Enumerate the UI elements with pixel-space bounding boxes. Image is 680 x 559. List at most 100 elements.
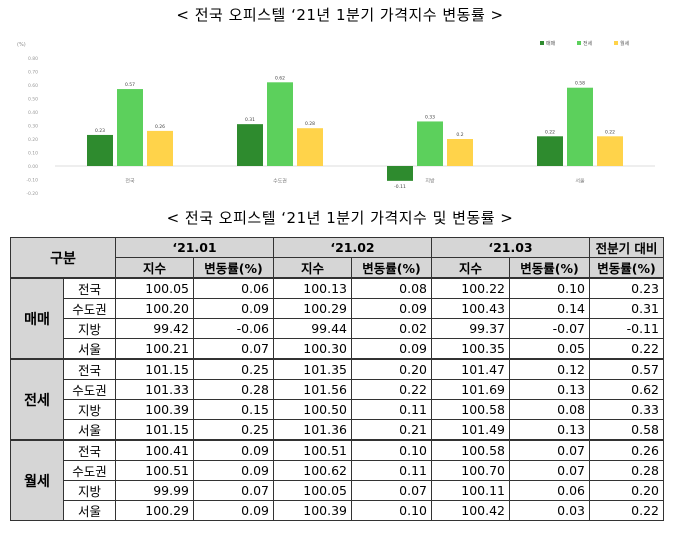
header-rate: 변동률(%) (351, 257, 432, 279)
y-tick-label: 0.70 (28, 70, 38, 76)
table-row: 수도권 101.33 0.28 101.56 0.22 101.69 0.13 0.62 (11, 379, 664, 400)
table-row: 지방 99.99 0.07 100.05 0.07 100.11 0.06 0.20 (11, 480, 664, 501)
cell-index: 100.50 (273, 399, 352, 420)
table-row: 수도권 100.51 0.09 100.62 0.11 100.70 0.07 0.28 (11, 460, 664, 481)
cell-quarter-change: 0.22 (589, 338, 664, 360)
row-region: 지방 (63, 399, 116, 420)
cell-rate: 0.22 (351, 379, 432, 400)
cell-rate: 0.06 (193, 277, 274, 299)
cell-index: 99.44 (273, 318, 352, 339)
cell-index: 100.58 (431, 399, 510, 420)
cell-index: 101.56 (273, 379, 352, 400)
bar-월세-서울 (597, 136, 623, 166)
header-index: 지수 (431, 257, 510, 279)
bar-매매-수도권 (237, 124, 263, 166)
y-tick-label: 0.80 (28, 56, 38, 62)
cell-rate: 0.08 (351, 277, 432, 299)
cell-quarter-change: 0.26 (589, 439, 664, 461)
table-row: 서울 101.15 0.25 101.36 0.21 101.49 0.13 0.58 (11, 419, 664, 441)
cell-rate: 0.09 (193, 298, 274, 319)
y-tick-label: 0.10 (28, 151, 38, 157)
cell-rate: 0.06 (509, 480, 590, 501)
bar-매매-지방 (387, 166, 413, 181)
data-label: 0.31 (245, 117, 255, 123)
data-label: 0.62 (275, 75, 285, 81)
cell-index: 101.47 (431, 358, 510, 380)
cell-index: 100.20 (115, 298, 194, 319)
table-row: 매매 전국 100.05 0.06 100.13 0.08 100.22 0.10 0.23 (10, 277, 664, 360)
table-row: 지방 100.39 0.15 100.50 0.11 100.58 0.08 0.33 (11, 399, 664, 420)
cell-index: 101.15 (115, 358, 194, 380)
cell-quarter-change: 0.28 (589, 460, 664, 481)
cell-index: 100.13 (273, 277, 352, 299)
cell-rate: 0.10 (351, 500, 432, 521)
table-row: 서울 100.21 0.07 100.30 0.09 100.35 0.05 0.22 (11, 338, 664, 360)
cell-rate: 0.09 (193, 439, 274, 461)
cell-index: 100.43 (431, 298, 510, 319)
cell-index: 100.11 (431, 480, 510, 501)
cell-rate: 0.10 (351, 439, 432, 461)
cell-rate: 0.21 (351, 419, 432, 441)
cell-index: 100.29 (273, 298, 352, 319)
header-category: 구분 (10, 237, 116, 279)
data-label: 0.28 (305, 121, 315, 127)
table-title: < 전국 오피스텔 ‘21년 1분기 가격지수 및 변동률 > (166, 209, 514, 227)
cell-index: 101.69 (431, 379, 510, 400)
cell-index: 100.35 (431, 338, 510, 360)
header-index: 지수 (115, 257, 194, 279)
y-tick-label: 0.30 (28, 124, 38, 130)
header-index: 지수 (273, 257, 352, 279)
bar-전세-서울 (567, 87, 593, 166)
data-label: 0.22 (545, 129, 555, 135)
header-rate: 변동률(%) (589, 257, 664, 279)
legend-swatch-월세 (614, 41, 618, 45)
row-region: 수도권 (63, 460, 116, 481)
cell-index: 100.51 (273, 439, 352, 461)
header-period: ‘21.02 (273, 237, 432, 258)
cell-quarter-change: 0.62 (589, 379, 664, 400)
row-region: 서울 (63, 500, 116, 521)
cell-index: 100.30 (273, 338, 352, 360)
x-category-label: 지방 (425, 177, 435, 184)
cell-index: 100.39 (115, 399, 194, 420)
bar-월세-지방 (447, 139, 473, 166)
legend-entry: 매매 (546, 40, 556, 47)
row-region: 전국 (63, 439, 116, 461)
bar-전세-전국 (117, 89, 143, 166)
data-label: 0.2 (456, 132, 463, 138)
cell-rate: 0.13 (509, 419, 590, 441)
header-rate: 변동률(%) (509, 257, 590, 279)
bar-chart: (%) 0.80 0.70 0.60 0.50 0.40 0.30 0.20 0.10 0.00 -… (17, 40, 655, 197)
y-axis-unit-label: (%) (17, 42, 26, 48)
cell-index: 100.05 (115, 277, 194, 299)
cell-rate: 0.05 (509, 338, 590, 360)
cell-index: 101.35 (273, 358, 352, 380)
cell-rate: 0.15 (193, 399, 274, 420)
data-label: 0.22 (605, 129, 615, 135)
row-region: 수도권 (63, 298, 116, 319)
legend-swatch-전세 (577, 41, 581, 45)
cell-index: 100.41 (115, 439, 194, 461)
bar-월세-전국 (147, 130, 173, 166)
cell-rate: 0.08 (509, 399, 590, 420)
legend-entry: 월세 (620, 40, 630, 47)
cell-rate: 0.07 (509, 439, 590, 461)
bar-매매-서울 (537, 136, 563, 166)
y-tick-label: 0.00 (28, 164, 38, 170)
y-tick-label: 0.60 (28, 83, 38, 89)
table-row: 전세 전국 101.15 0.25 101.35 0.20 101.47 0.12 0.57 (10, 358, 664, 441)
row-region: 전국 (63, 277, 116, 299)
data-label: 0.58 (575, 81, 585, 87)
cell-index: 100.70 (431, 460, 510, 481)
cell-rate: 0.09 (351, 338, 432, 360)
row-group-type: 매매 (10, 277, 64, 360)
data-label: 0.26 (155, 124, 165, 130)
cell-rate: 0.12 (509, 358, 590, 380)
data-label: 0.23 (95, 128, 105, 134)
table-row: 서울 100.29 0.09 100.39 0.10 100.42 0.03 0.22 (11, 500, 664, 521)
x-category-label: 서울 (575, 177, 585, 184)
cell-quarter-change: 0.58 (589, 419, 664, 441)
cell-rate: 0.07 (193, 338, 274, 360)
cell-index: 99.37 (431, 318, 510, 339)
cell-quarter-change: 0.31 (589, 298, 664, 319)
